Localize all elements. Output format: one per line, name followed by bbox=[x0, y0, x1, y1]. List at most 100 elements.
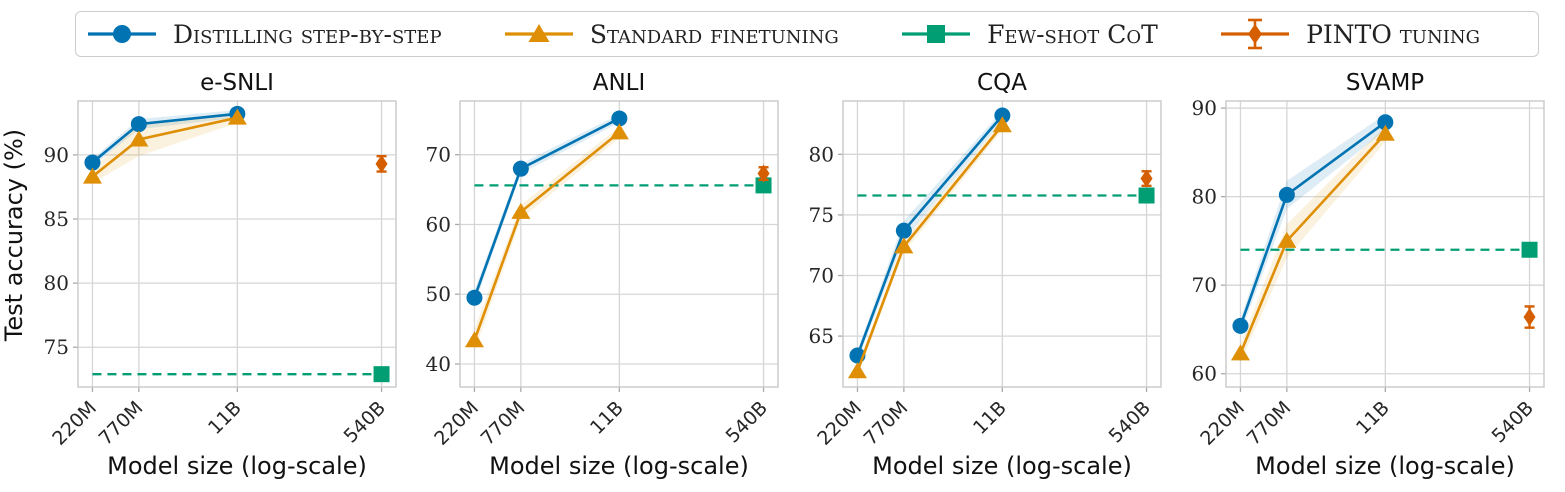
legend-label: PINTO tuning bbox=[1306, 19, 1480, 49]
legend-marker bbox=[528, 24, 550, 42]
x-tick-label: 220M bbox=[430, 397, 483, 450]
square-legend-icon bbox=[902, 25, 971, 43]
series-marker bbox=[894, 237, 914, 254]
few-shot-cot-marker bbox=[373, 366, 390, 383]
subplot-title: CQA bbox=[977, 70, 1027, 96]
x-tick-label: 770M bbox=[95, 397, 148, 450]
legend-label: Distilling step-by-step bbox=[173, 19, 442, 49]
y-tick-label: 65 bbox=[809, 324, 834, 348]
legend-marker bbox=[1248, 24, 1263, 44]
diamond-legend-icon bbox=[1221, 18, 1290, 50]
series-marker bbox=[994, 107, 1011, 124]
legend: Distilling step-by-step Standard finetuni… bbox=[75, 11, 1539, 57]
subplot-title: ANLI bbox=[593, 70, 646, 96]
ci-band bbox=[474, 114, 620, 305]
series-marker bbox=[466, 289, 483, 306]
circle-legend-icon bbox=[88, 25, 156, 43]
series-marker bbox=[992, 116, 1012, 133]
series-marker bbox=[511, 202, 531, 219]
ci-band bbox=[1240, 114, 1386, 333]
ci-band bbox=[92, 112, 238, 184]
x-tick-label: 540B bbox=[1488, 397, 1538, 447]
legend-item-diamond: PINTO tuning bbox=[1217, 17, 1480, 51]
series-marker bbox=[464, 331, 484, 348]
x-tick-label: 220M bbox=[1196, 397, 1249, 450]
series-marker bbox=[227, 108, 247, 125]
series-marker bbox=[1377, 114, 1394, 131]
x-axis-label: Model size (log-scale) bbox=[107, 452, 367, 480]
legend-item-triangle: Standard finetuning bbox=[501, 17, 839, 51]
series-marker bbox=[1232, 317, 1249, 334]
legend-item-square: Few-shot CoT bbox=[898, 17, 1158, 51]
series-marker bbox=[130, 116, 147, 133]
series-marker bbox=[512, 160, 529, 177]
series-marker bbox=[609, 123, 629, 140]
y-tick-label: 85 bbox=[44, 207, 69, 231]
x-tick-label: 11B bbox=[1352, 397, 1394, 439]
y-axis-label: Test accuracy (%) bbox=[0, 129, 28, 342]
series-marker bbox=[82, 167, 102, 184]
y-tick-label: 70 bbox=[1192, 273, 1217, 297]
few-shot-cot-marker bbox=[755, 177, 772, 194]
y-tick-label: 70 bbox=[426, 143, 451, 167]
series-marker bbox=[1375, 124, 1395, 141]
y-tick-label: 70 bbox=[809, 264, 834, 288]
legend-marker bbox=[927, 25, 946, 43]
y-tick-label: 80 bbox=[44, 271, 69, 295]
series-marker bbox=[84, 154, 101, 171]
few-shot-cot-marker bbox=[1138, 187, 1155, 204]
series-marker bbox=[611, 110, 628, 127]
pinto-marker bbox=[757, 164, 770, 183]
y-tick-label: 90 bbox=[1192, 96, 1217, 120]
x-axis-label: Model size (log-scale) bbox=[872, 452, 1132, 480]
series-marker bbox=[1277, 231, 1297, 248]
x-tick-label: 220M bbox=[813, 397, 866, 450]
subplot-title: SVAMP bbox=[1346, 70, 1424, 96]
subplot-title: e-SNLI bbox=[200, 70, 274, 96]
legend-item-circle: Distilling step-by-step bbox=[84, 17, 442, 51]
x-tick-label: 11B bbox=[969, 397, 1011, 439]
plot-border bbox=[1225, 100, 1545, 388]
few-shot-cot-marker bbox=[1521, 241, 1538, 258]
x-tick-label: 770M bbox=[860, 397, 913, 450]
ci-band bbox=[474, 126, 620, 352]
x-tick-label: 220M bbox=[48, 397, 101, 450]
legend-label: Standard finetuning bbox=[589, 19, 839, 49]
plot-border bbox=[77, 100, 397, 388]
plot-border bbox=[842, 100, 1162, 388]
y-tick-label: 60 bbox=[426, 212, 451, 236]
series-marker bbox=[129, 130, 149, 147]
pinto-marker bbox=[1140, 169, 1153, 188]
x-tick-label: 11B bbox=[204, 397, 246, 439]
x-tick-label: 540B bbox=[722, 397, 772, 447]
y-tick-label: 40 bbox=[426, 352, 451, 376]
series-marker bbox=[1230, 344, 1250, 361]
ci-band bbox=[857, 120, 1003, 377]
series-marker bbox=[847, 362, 867, 379]
ci-band bbox=[857, 110, 1003, 361]
x-axis-label: Model size (log-scale) bbox=[489, 452, 749, 480]
y-tick-label: 90 bbox=[44, 143, 69, 167]
x-tick-label: 770M bbox=[477, 397, 530, 450]
series-marker bbox=[895, 222, 912, 239]
pinto-marker bbox=[375, 154, 388, 173]
y-tick-label: 75 bbox=[809, 203, 834, 227]
x-tick-label: 11B bbox=[586, 397, 628, 439]
y-tick-label: 80 bbox=[1192, 185, 1217, 209]
x-tick-label: 540B bbox=[340, 397, 390, 447]
plot-border bbox=[459, 100, 779, 388]
series-marker bbox=[1278, 186, 1295, 203]
y-tick-label: 75 bbox=[44, 335, 69, 359]
pinto-marker bbox=[1523, 308, 1536, 327]
x-tick-label: 540B bbox=[1105, 397, 1155, 447]
y-tick-label: 60 bbox=[1192, 362, 1217, 386]
legend-marker bbox=[113, 25, 131, 43]
y-tick-label: 80 bbox=[809, 142, 834, 166]
x-tick-label: 770M bbox=[1243, 397, 1296, 450]
y-tick-label: 50 bbox=[426, 282, 451, 306]
